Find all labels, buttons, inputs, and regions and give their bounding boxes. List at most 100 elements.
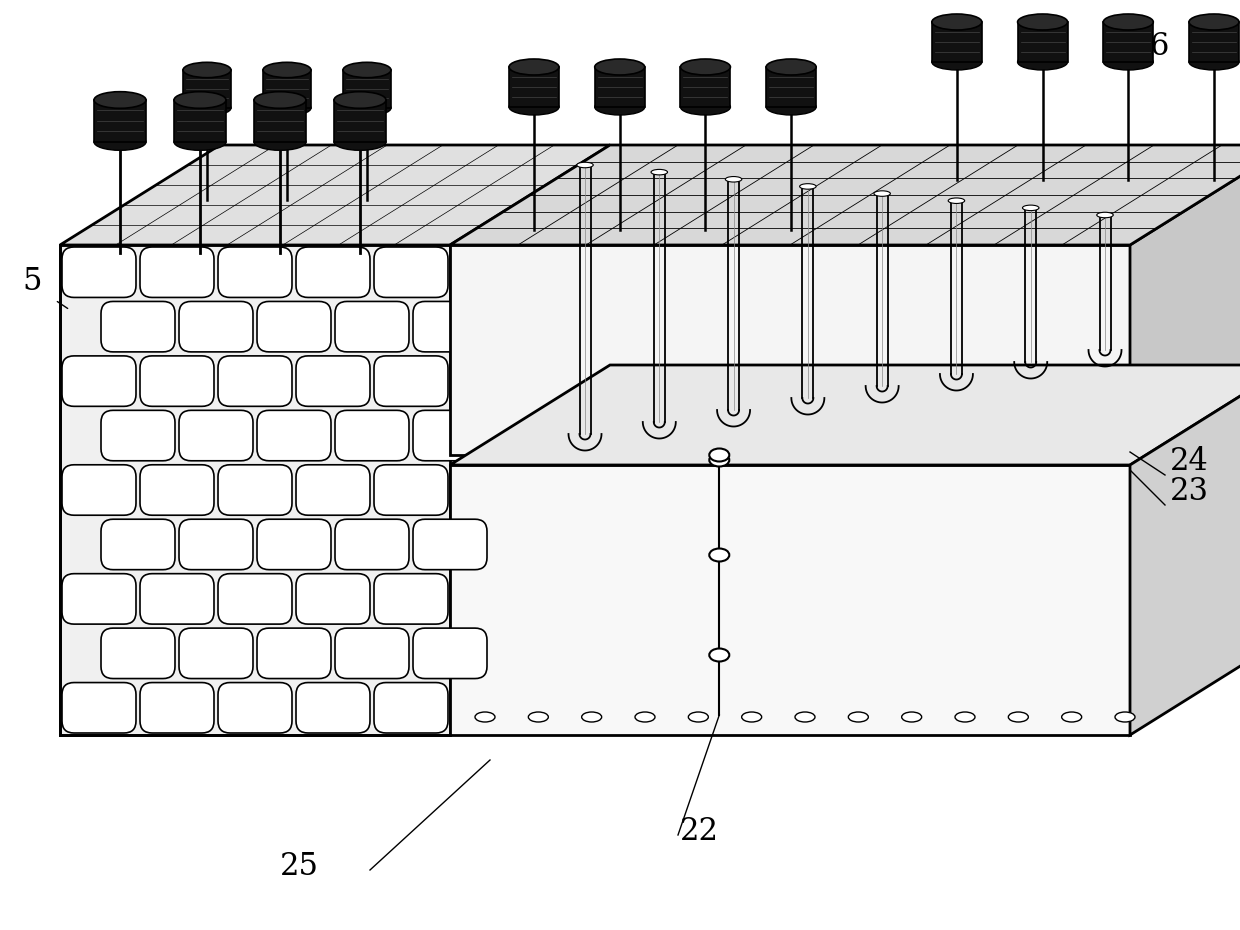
Ellipse shape (263, 62, 311, 78)
FancyBboxPatch shape (257, 628, 331, 679)
Ellipse shape (508, 99, 559, 115)
Text: 22: 22 (680, 816, 719, 847)
FancyBboxPatch shape (140, 247, 215, 298)
Text: 6: 6 (1149, 31, 1169, 62)
Ellipse shape (901, 712, 921, 722)
FancyBboxPatch shape (140, 574, 215, 624)
Ellipse shape (184, 62, 231, 78)
FancyBboxPatch shape (296, 356, 370, 406)
Polygon shape (343, 70, 391, 108)
Ellipse shape (254, 134, 306, 151)
Ellipse shape (949, 198, 965, 204)
Ellipse shape (94, 92, 146, 108)
FancyBboxPatch shape (374, 465, 448, 515)
Ellipse shape (508, 59, 559, 75)
Polygon shape (450, 245, 1130, 455)
Polygon shape (1189, 22, 1239, 62)
FancyBboxPatch shape (62, 247, 136, 298)
FancyBboxPatch shape (296, 465, 370, 515)
Ellipse shape (795, 712, 815, 722)
Polygon shape (450, 145, 1240, 245)
FancyBboxPatch shape (413, 519, 487, 570)
FancyBboxPatch shape (374, 574, 448, 624)
Ellipse shape (184, 100, 231, 115)
FancyBboxPatch shape (62, 465, 136, 515)
FancyBboxPatch shape (335, 628, 409, 679)
FancyBboxPatch shape (140, 356, 215, 406)
Polygon shape (450, 365, 1240, 465)
FancyBboxPatch shape (257, 410, 331, 460)
Ellipse shape (681, 99, 730, 115)
Text: 23: 23 (1171, 476, 1209, 507)
Polygon shape (931, 22, 982, 62)
Polygon shape (1104, 22, 1153, 62)
FancyBboxPatch shape (179, 519, 253, 570)
Ellipse shape (1061, 712, 1081, 722)
Polygon shape (1130, 365, 1240, 735)
Ellipse shape (174, 134, 226, 151)
FancyBboxPatch shape (374, 247, 448, 298)
Text: 25: 25 (280, 851, 319, 882)
Text: 24: 24 (1171, 446, 1209, 477)
Polygon shape (595, 67, 645, 107)
FancyBboxPatch shape (62, 356, 136, 406)
Ellipse shape (709, 648, 729, 661)
FancyBboxPatch shape (179, 301, 253, 352)
Polygon shape (60, 245, 450, 735)
Ellipse shape (742, 712, 761, 722)
Ellipse shape (1189, 14, 1239, 30)
Polygon shape (184, 70, 231, 108)
Ellipse shape (1189, 54, 1239, 70)
Text: 5: 5 (22, 266, 41, 297)
Ellipse shape (681, 59, 730, 75)
Polygon shape (254, 100, 306, 142)
Ellipse shape (343, 62, 391, 78)
Ellipse shape (800, 184, 816, 189)
FancyBboxPatch shape (218, 574, 291, 624)
FancyBboxPatch shape (413, 410, 487, 460)
Ellipse shape (254, 92, 306, 108)
FancyBboxPatch shape (335, 519, 409, 570)
FancyBboxPatch shape (62, 683, 136, 733)
FancyBboxPatch shape (257, 519, 331, 570)
Ellipse shape (263, 100, 311, 115)
FancyBboxPatch shape (413, 301, 487, 352)
Ellipse shape (848, 712, 868, 722)
Ellipse shape (1115, 712, 1135, 722)
Ellipse shape (595, 99, 645, 115)
Ellipse shape (1008, 712, 1028, 722)
Polygon shape (263, 70, 311, 108)
Polygon shape (1130, 145, 1240, 455)
Polygon shape (766, 67, 816, 107)
FancyBboxPatch shape (296, 247, 370, 298)
Ellipse shape (1104, 14, 1153, 30)
FancyBboxPatch shape (296, 574, 370, 624)
FancyBboxPatch shape (100, 519, 175, 570)
Ellipse shape (1023, 206, 1039, 210)
Polygon shape (508, 67, 559, 107)
Polygon shape (1018, 22, 1068, 62)
Ellipse shape (334, 92, 386, 108)
FancyBboxPatch shape (179, 410, 253, 460)
Ellipse shape (635, 712, 655, 722)
FancyBboxPatch shape (100, 301, 175, 352)
Ellipse shape (709, 454, 729, 467)
FancyBboxPatch shape (218, 356, 291, 406)
Ellipse shape (1018, 14, 1068, 30)
Polygon shape (60, 145, 610, 245)
Ellipse shape (1096, 212, 1114, 218)
FancyBboxPatch shape (62, 574, 136, 624)
Ellipse shape (709, 549, 729, 562)
FancyBboxPatch shape (296, 683, 370, 733)
FancyBboxPatch shape (335, 301, 409, 352)
Ellipse shape (577, 162, 593, 167)
Ellipse shape (766, 99, 816, 115)
Ellipse shape (688, 712, 708, 722)
Ellipse shape (709, 448, 729, 461)
Ellipse shape (475, 712, 495, 722)
FancyBboxPatch shape (335, 410, 409, 460)
FancyBboxPatch shape (218, 465, 291, 515)
Ellipse shape (343, 100, 391, 115)
Ellipse shape (651, 169, 667, 175)
FancyBboxPatch shape (374, 683, 448, 733)
